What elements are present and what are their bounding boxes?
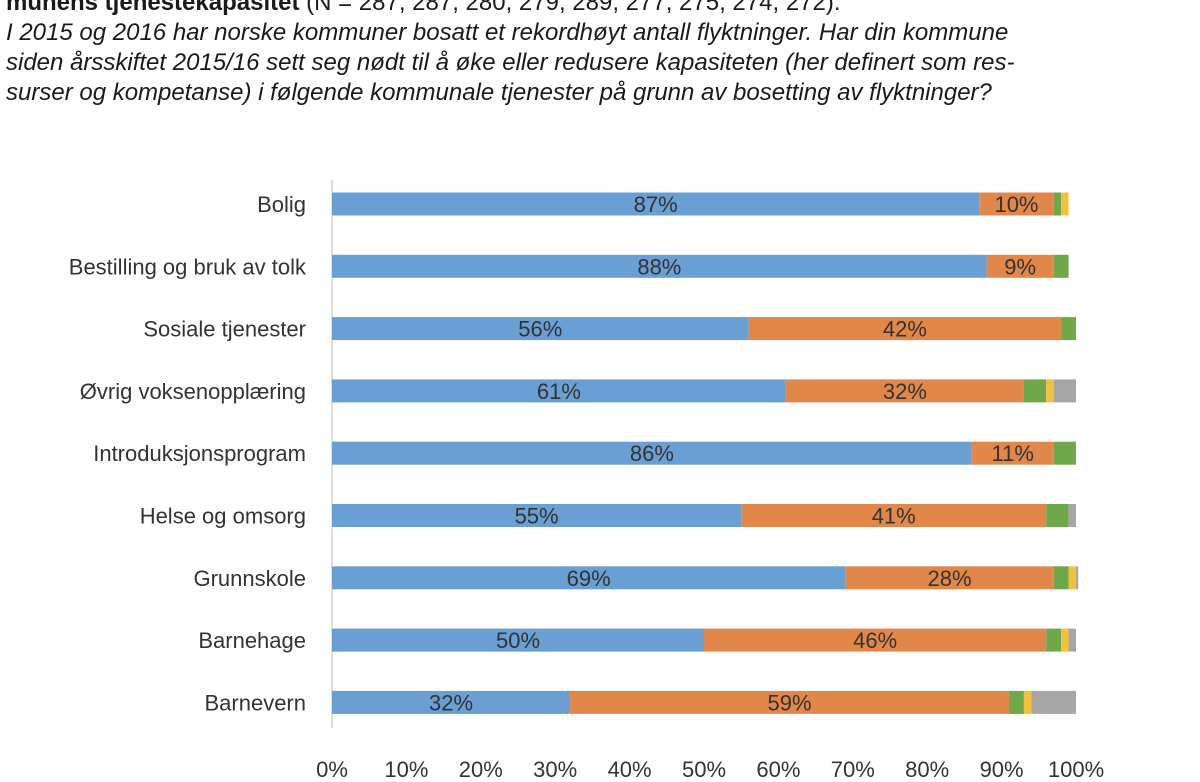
bar-segment [845, 566, 1054, 590]
bar-segment [1053, 192, 1062, 216]
bar-segment [332, 379, 786, 403]
data-label: 11% [992, 441, 1034, 466]
x-tick-label: 10% [384, 757, 428, 782]
bar-segment [986, 254, 1054, 278]
bar-segment [1068, 628, 1076, 652]
bar-segment [741, 504, 1047, 527]
bar-segment [704, 628, 1047, 652]
bar-segment [1009, 690, 1024, 714]
bar-segment [1053, 566, 1069, 590]
data-label: 46% [853, 628, 897, 653]
data-label: 50% [496, 628, 540, 653]
chart-header: munens tjenestekapasitet (N = 287, 287, … [6, 0, 1196, 108]
bar-segment [1023, 379, 1047, 403]
category-label: Grunnskole [193, 566, 306, 591]
data-label: 42% [883, 317, 927, 342]
x-tick-label: 40% [608, 757, 652, 782]
category-label: Bestilling og bruk av tolk [69, 254, 307, 279]
category-label: Introduksjonsprogram [93, 441, 306, 466]
data-label: 10% [994, 192, 1038, 217]
data-label: 9% [1004, 254, 1036, 279]
category-label: Barnehage [198, 628, 306, 653]
question-line-2: siden årsskiftet 2015/16 sett seg nødt t… [6, 49, 1015, 76]
bar-segment [332, 192, 980, 216]
x-tick-label: 70% [831, 757, 875, 782]
bar-segment [979, 192, 1054, 216]
bar-segment [1046, 628, 1062, 652]
x-tick-label: 20% [459, 757, 503, 782]
x-tick-label: 30% [533, 757, 577, 782]
bar-segment [1023, 690, 1032, 714]
x-tick-label: 100% [1048, 757, 1104, 782]
question-line-1: I 2015 og 2016 har norske kommuner bosat… [6, 19, 1009, 46]
bar-segment [785, 379, 1024, 403]
x-tick-label: 60% [756, 757, 800, 782]
survey-question: I 2015 og 2016 har norske kommuner bosat… [6, 18, 1196, 108]
x-tick-label: 0% [316, 757, 348, 782]
data-label: 86% [630, 441, 674, 466]
data-label: 87% [634, 192, 678, 217]
data-label: 56% [518, 317, 562, 342]
category-label: Sosiale tjenester [143, 317, 306, 342]
chart-title: munens tjenestekapasitet (N = 287, 287, … [6, 0, 1196, 18]
bar-segment [1053, 379, 1076, 403]
data-label: 88% [637, 254, 681, 279]
bar-segment [1076, 566, 1079, 590]
data-label: 28% [927, 566, 971, 591]
bar-segment [1053, 254, 1069, 278]
bar-segment [1061, 317, 1076, 341]
x-tick-label: 50% [682, 757, 726, 782]
bar-segment [1068, 566, 1076, 590]
bar-segment [1068, 504, 1076, 527]
bar-segment [332, 566, 846, 590]
bar-segment [332, 317, 749, 341]
bar-segment [971, 441, 1054, 465]
data-label: 69% [567, 566, 611, 591]
bar-segment [332, 628, 704, 652]
bar-segment [1061, 628, 1069, 652]
bar-segment [748, 317, 1062, 341]
question-line-3: surser og kompetanse) i følgende kommuna… [6, 79, 992, 106]
bar-segment [332, 441, 972, 465]
chart-title-n: (N = 287, 287, 280, 279, 289, 277, 275, … [299, 0, 841, 16]
chart-title-bold: munens tjenestekapasitet [6, 0, 300, 16]
data-label: 32% [429, 690, 473, 715]
bar-segment [1031, 690, 1076, 714]
x-tick-label: 80% [905, 757, 949, 782]
bar-segment [1046, 379, 1054, 403]
bar-segment [1046, 504, 1069, 527]
data-label: 59% [768, 690, 812, 715]
category-label: Barnevern [204, 690, 306, 715]
bar-segment [1053, 441, 1076, 465]
category-label: Helse og omsorg [140, 504, 306, 529]
bar-segment [332, 504, 742, 527]
data-label: 32% [883, 379, 927, 404]
data-label: 55% [515, 504, 559, 529]
category-label: Øvrig voksenopplæring [80, 379, 306, 404]
data-label: 41% [872, 504, 916, 529]
bar-segment [570, 690, 1010, 714]
data-label: 61% [537, 379, 581, 404]
x-tick-label: 90% [980, 757, 1024, 782]
bar-segment [332, 254, 987, 278]
category-label: Bolig [257, 192, 306, 217]
bar-segment [332, 690, 571, 714]
bar-segment [1061, 192, 1069, 216]
